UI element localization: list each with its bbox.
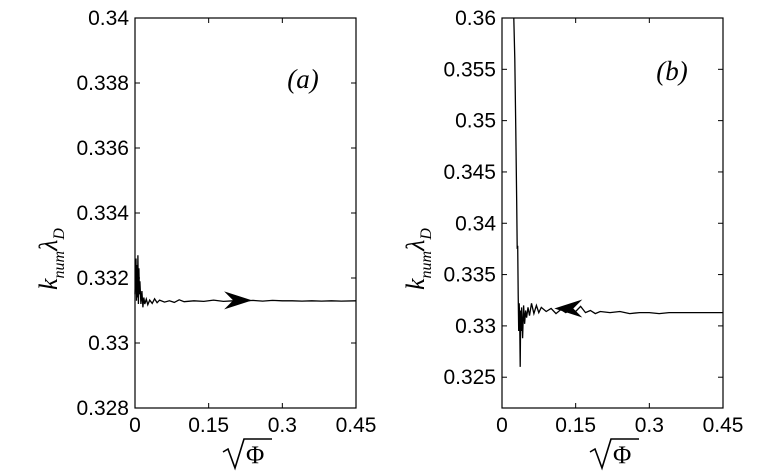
y-tick-label: 0.34 [455,212,496,235]
xlabel-b: Φ [589,438,639,471]
ticks-a [134,17,357,409]
ylabel-b: knumλD [401,228,435,290]
xlabel-phi-b: Φ [613,442,631,469]
y-tick-label: 0.345 [443,161,496,184]
ylabel-a-sub: num [51,251,68,279]
direction-arrow-b [554,299,583,318]
y-tick-label: 0.355 [443,58,496,81]
ticks-b [501,17,724,408]
y-tick-label: 0.34 [88,7,129,30]
plot-frame-b [501,17,724,409]
panel-b: 0 0.15 0.3 0.45 0.325 0.33 0.335 0.34 0.345 0.35 0… [401,7,743,471]
sqrt-sign-a [222,438,272,471]
ylabel-a-k: k [34,278,63,290]
sqrt-sign-b [589,438,639,471]
y-tick-label: 0.33 [455,315,496,338]
y-tick-label: 0.35 [455,110,496,133]
plot-frame-a [134,17,357,409]
x-tick-label: 0.45 [703,414,744,437]
x-tick-label: 0.3 [635,414,664,437]
y-tick-label: 0.336 [76,137,129,160]
y-tick-label: 0.36 [455,7,496,30]
panel-label-a: (a) [287,64,318,94]
ylabel-b-sub2: D [418,228,435,241]
x-tick-label: 0.15 [555,414,596,437]
x-tick-label: 0.15 [188,414,229,437]
panel-label-b: (b) [656,56,687,86]
panel-a: 0 0.15 0.3 0.45 0.328 0.33 0.332 0.334 0.336 0.33… [34,7,376,471]
y-tick-label: 0.334 [76,202,129,225]
y-tick-label: 0.33 [88,332,129,355]
ylabel-b-sub: num [418,251,435,279]
data-line-b [513,17,723,367]
y-tick-label: 0.335 [443,264,496,287]
xlabel-phi-a: Φ [246,442,264,469]
y-tick-label: 0.338 [76,72,129,95]
ylabel-a: knumλD [34,228,68,290]
y-tick-label: 0.332 [76,267,129,290]
ylabel-b-lambda: λ [401,240,430,252]
direction-arrow-a [224,291,253,310]
tick-labels-a: 0 0.15 0.3 0.45 0.328 0.33 0.332 0.334 0.336 0.33… [76,7,376,437]
y-tick-label: 0.325 [443,366,496,389]
ylabel-a-lambda: λ [34,240,63,252]
x-tick-label: 0 [129,414,141,437]
tick-labels-b: 0 0.15 0.3 0.45 0.325 0.33 0.335 0.34 0.345 0.35 0… [443,7,743,437]
ylabel-b-k: k [401,278,430,290]
xlabel-a: Φ [222,438,272,471]
y-tick-label: 0.328 [76,397,129,420]
data-line-a [134,255,357,308]
x-tick-label: 0.45 [336,414,377,437]
x-tick-label: 0.3 [268,414,297,437]
x-tick-label: 0 [496,414,508,437]
ylabel-a-sub2: D [51,228,68,241]
